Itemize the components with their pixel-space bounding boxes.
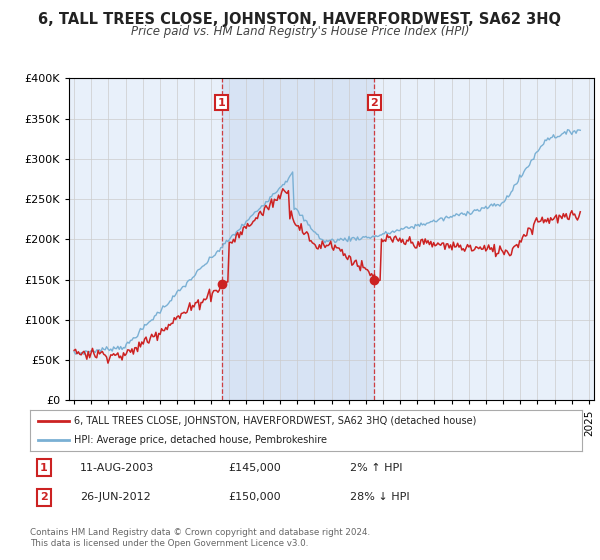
- Text: 11-AUG-2003: 11-AUG-2003: [80, 463, 154, 473]
- Text: 2: 2: [371, 97, 378, 108]
- Text: 1: 1: [218, 97, 226, 108]
- Text: Price paid vs. HM Land Registry's House Price Index (HPI): Price paid vs. HM Land Registry's House …: [131, 25, 469, 38]
- Text: 28% ↓ HPI: 28% ↓ HPI: [350, 492, 410, 502]
- Text: Contains HM Land Registry data © Crown copyright and database right 2024.: Contains HM Land Registry data © Crown c…: [30, 528, 370, 536]
- Text: 1: 1: [40, 463, 47, 473]
- Text: This data is licensed under the Open Government Licence v3.0.: This data is licensed under the Open Gov…: [30, 539, 308, 548]
- Text: 2: 2: [40, 492, 47, 502]
- Bar: [221, 78, 374, 400]
- Text: 2% ↑ HPI: 2% ↑ HPI: [350, 463, 403, 473]
- Text: £145,000: £145,000: [229, 463, 281, 473]
- Text: HPI: Average price, detached house, Pembrokeshire: HPI: Average price, detached house, Pemb…: [74, 435, 327, 445]
- Text: £150,000: £150,000: [229, 492, 281, 502]
- Text: 6, TALL TREES CLOSE, JOHNSTON, HAVERFORDWEST, SA62 3HQ: 6, TALL TREES CLOSE, JOHNSTON, HAVERFORD…: [38, 12, 562, 27]
- Text: 26-JUN-2012: 26-JUN-2012: [80, 492, 151, 502]
- Text: 6, TALL TREES CLOSE, JOHNSTON, HAVERFORDWEST, SA62 3HQ (detached house): 6, TALL TREES CLOSE, JOHNSTON, HAVERFORD…: [74, 417, 476, 426]
